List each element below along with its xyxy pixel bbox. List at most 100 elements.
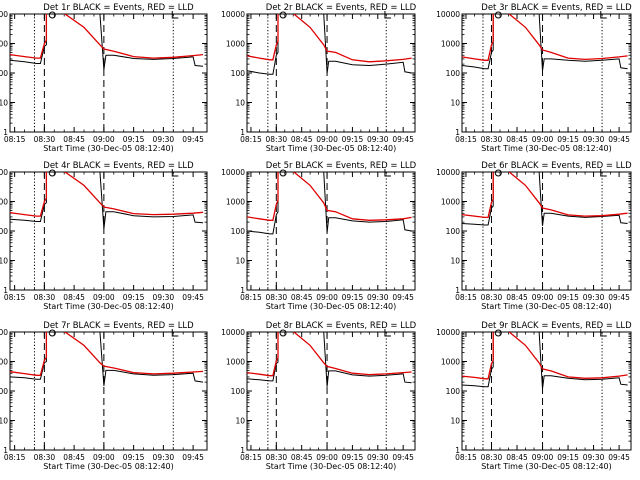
series-line-events [462,172,628,226]
axis-frame [246,171,416,291]
y-tick-label: 1 [455,286,460,295]
x-tick-label: 09:45 [392,293,414,302]
y-tick-label: 100 [231,227,246,236]
x-axis-label: Start Time (30-Dec-05 08:12:40) [43,302,174,311]
y-tick-label: 100 [446,227,461,236]
y-tick-label: 10000 [436,328,460,337]
marker-symbol [600,169,607,177]
axis-frame [9,331,208,451]
x-tick-label: 08:15 [455,135,477,144]
plot-area [247,14,412,132]
x-axis-label: Start Time (30-Dec-05 08:12:40) [266,144,397,153]
y-tick-label: 1 [3,128,8,137]
marker-label: N [392,171,397,178]
x-tick-label: 08:15 [240,293,262,302]
x-tick-label: 08:45 [506,293,528,302]
plot-title: Det 8r BLACK = Events, RED = LLD [266,321,417,331]
y-tick-label: 10000 [436,10,460,19]
y-tick-label: 10000 [0,10,8,19]
series-line-events [462,14,628,71]
y-tick-label: 10 [450,99,460,108]
plot-panel-9: Det 9r BLACK = Events, RED = LLD 1 10 100 10… [436,321,632,471]
x-tick-label: 08:30 [34,453,56,462]
x-tick-label: 09:00 [316,293,338,302]
x-tick-label: 08:30 [34,293,56,302]
marker-symbol [171,169,179,177]
series-line-events [10,172,204,229]
x-tick-label: 09:45 [182,453,204,462]
x-tick-label: 08:30 [34,135,56,144]
y-tick-label: 1000 [0,40,8,49]
x-tick-label: 08:30 [481,135,503,144]
series-line-lld [10,332,204,376]
y-tick-label: 10000 [0,328,8,337]
marker-symbol [384,329,391,337]
y-tick-label: 1 [240,446,245,455]
series-line-lld [10,172,204,217]
y-tick-label: 100 [0,69,8,78]
plot-title: Det 4r BLACK = Events, RED = LLD [43,161,194,171]
marker-symbol [384,11,391,19]
y-tick-label: 1000 [226,198,245,207]
x-tick-label: 09:00 [532,453,554,462]
x-tick-label: 09:45 [608,293,630,302]
x-tick-label: 08:15 [455,293,477,302]
y-tick-label: 100 [231,69,246,78]
plot-title: Det 9r BLACK = Events, RED = LLD [481,321,632,331]
x-axis-label: Start Time (30-Dec-05 08:12:40) [481,302,612,311]
marker-label: Q [56,13,61,20]
marker-label: Q [502,171,507,178]
x-tick-label: 09:00 [316,135,338,144]
plot-area [247,172,412,290]
series-line-lld [462,14,628,61]
plot-panel-3: Det 3r BLACK = Events, RED = LLD 1 10 100 10… [436,3,632,153]
marker-label: N [608,331,613,338]
axis-frame [9,13,208,133]
series-line-events [462,332,628,389]
y-tick-label: 10 [450,257,460,266]
y-tick-label: 1 [240,286,245,295]
x-axis-label: Start Time (30-Dec-05 08:12:40) [43,144,174,153]
x-tick-label: 09:15 [123,453,145,462]
y-tick-label: 10 [235,99,245,108]
marker-label: N [608,171,613,178]
marker-label: Q [287,331,292,338]
axis-frame [246,13,416,133]
x-axis-label: Start Time (30-Dec-05 08:12:40) [481,144,612,153]
y-tick-label: 10000 [0,168,8,177]
marker-label: Q [502,13,507,20]
x-tick-label: 08:30 [266,135,288,144]
x-tick-label: 08:45 [506,135,528,144]
plot-panel-2: Det 2r BLACK = Events, RED = LLD 1 10 100 10… [221,3,417,153]
series-line-lld [462,172,628,219]
y-tick-label: 1000 [441,198,460,207]
x-tick-label: 09:30 [583,293,605,302]
axis-frame [246,331,416,451]
plot-title: Det 1r BLACK = Events, RED = LLD [43,3,194,13]
plot-title: Det 7r BLACK = Events, RED = LLD [43,321,194,331]
y-tick-label: 10 [450,417,460,426]
x-tick-label: 08:45 [506,453,528,462]
marker-label: N [392,13,397,20]
x-tick-label: 09:30 [367,453,389,462]
x-tick-label: 09:00 [532,135,554,144]
plot-area [10,172,204,290]
series-line-lld [247,14,412,63]
y-tick-label: 10000 [436,168,460,177]
plot-area [462,172,628,290]
plot-title: Det 5r BLACK = Events, RED = LLD [266,161,417,171]
marker-label: N [179,171,184,178]
x-tick-label: 09:15 [557,293,579,302]
x-tick-label: 08:30 [266,453,288,462]
y-tick-label: 100 [0,387,8,396]
x-tick-label: 09:45 [608,453,630,462]
series-line-events [10,14,204,70]
y-tick-label: 10000 [221,10,245,19]
x-tick-label: 08:45 [291,293,313,302]
marker-label: Q [287,13,292,20]
x-tick-label: 09:30 [367,135,389,144]
y-tick-label: 1 [3,286,8,295]
plot-panel-6: Det 6r BLACK = Events, RED = LLD 1 10 100 10… [436,161,632,311]
marker-symbol [494,329,502,337]
